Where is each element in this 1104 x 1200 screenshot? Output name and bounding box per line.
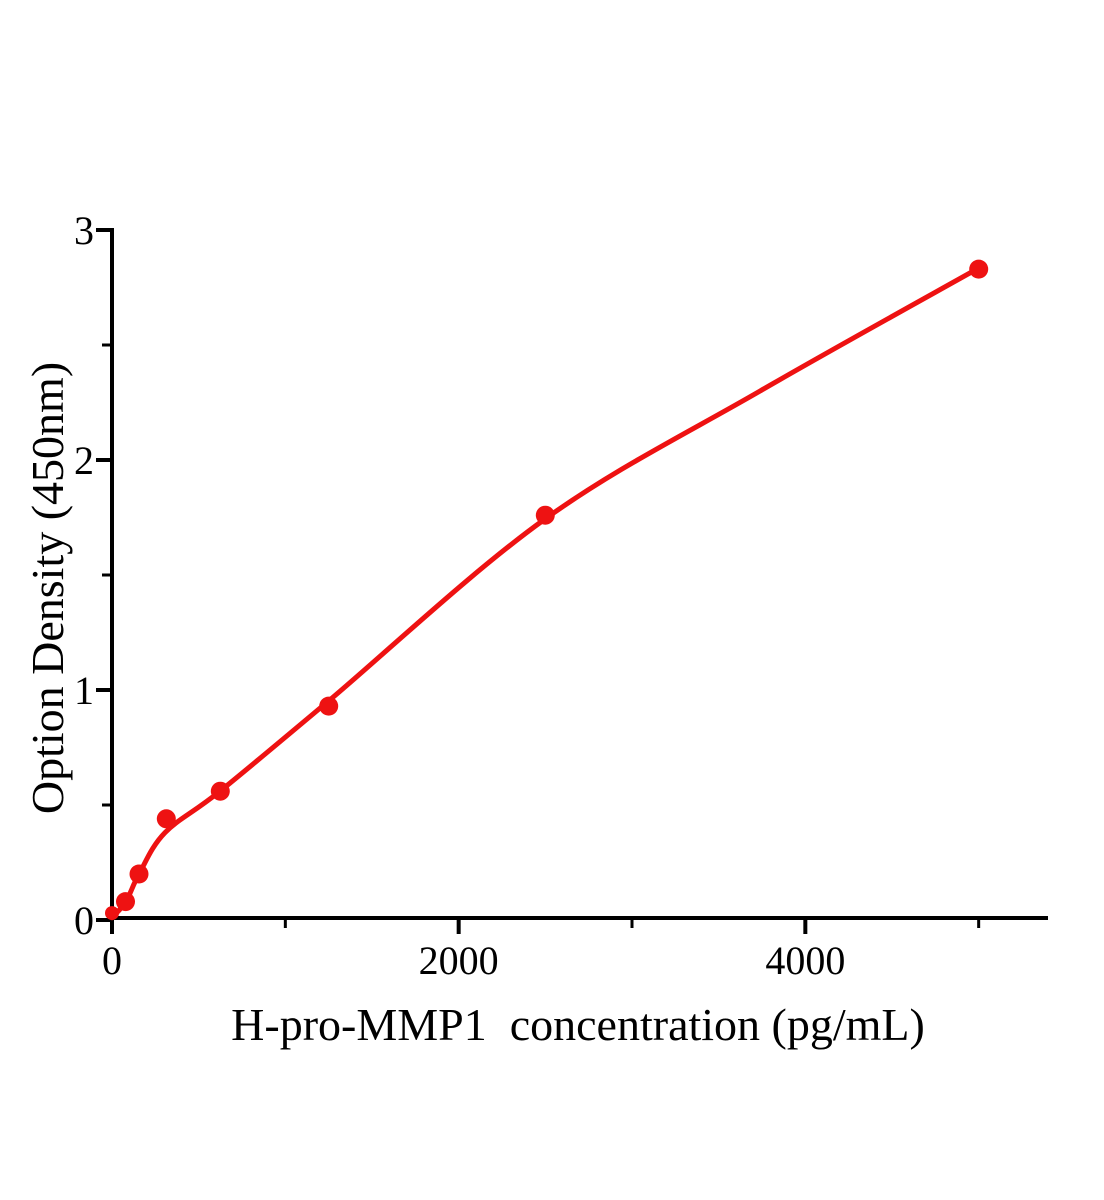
y-tick-label: 3	[74, 208, 94, 253]
y-tick-label: 0	[74, 898, 94, 943]
data-point-marker	[116, 892, 135, 912]
x-tick-label: 0	[102, 938, 122, 983]
axes	[110, 228, 1048, 920]
axis-ticks	[96, 228, 981, 934]
y-tick-label: 1	[74, 668, 94, 713]
x-axis-title: H-pro-MMP1 concentration (pg/mL)	[231, 999, 925, 1050]
data-point-marker	[156, 809, 176, 829]
data-point-marker	[129, 864, 149, 884]
data-point-marker	[535, 505, 555, 525]
y-tick-label: 2	[74, 438, 94, 483]
data-point-marker	[105, 906, 119, 921]
axis-tick-labels: 0 2000 4000 0 1 2 3	[74, 208, 845, 983]
x-tick-label: 2000	[419, 938, 499, 983]
fit-curve-line	[109, 266, 980, 921]
data-points	[105, 259, 989, 921]
y-axis-title: Option Density (450nm)	[22, 361, 73, 815]
data-point-marker	[969, 259, 989, 279]
x-tick-label: 4000	[765, 938, 845, 983]
data-point-marker	[210, 781, 230, 801]
data-point-marker	[319, 696, 339, 716]
